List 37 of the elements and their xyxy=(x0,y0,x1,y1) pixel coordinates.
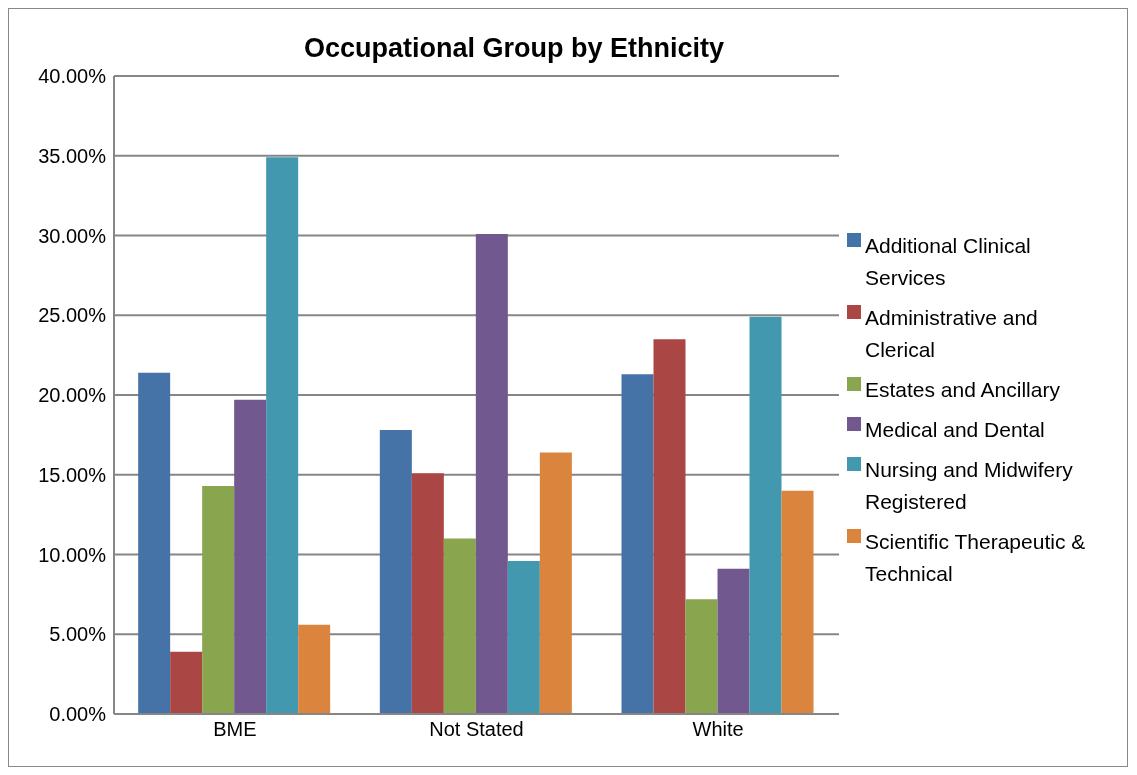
bar xyxy=(621,374,654,714)
bar xyxy=(411,473,444,714)
y-tick-label: 20.00% xyxy=(38,384,107,407)
bar xyxy=(170,651,203,714)
bar xyxy=(475,233,508,714)
bar xyxy=(507,560,540,714)
y-tick-label: 0.00% xyxy=(49,703,107,726)
x-tick-label: White xyxy=(692,718,744,741)
bar xyxy=(138,372,171,714)
y-tick-label: 40.00% xyxy=(38,65,107,88)
x-tick-label: BME xyxy=(213,718,257,741)
legend-label: Administrative and Clerical xyxy=(865,305,1039,363)
bar xyxy=(234,399,267,714)
legend-label: Scientific Therapeutic & Technical xyxy=(865,529,1087,587)
chart-title: Occupational Group by Ethnicity xyxy=(302,33,725,64)
y-tick-label: 15.00% xyxy=(38,463,107,486)
bar xyxy=(749,316,782,714)
bar xyxy=(781,490,814,714)
bar xyxy=(379,430,412,714)
y-tick-label: 5.00% xyxy=(49,623,107,646)
bar xyxy=(653,339,686,714)
bar xyxy=(685,599,718,714)
legend-label: Nursing and Midwifery Registered xyxy=(865,457,1074,515)
y-tick-label: 25.00% xyxy=(38,304,107,327)
y-tick-label: 30.00% xyxy=(38,224,107,247)
bar xyxy=(298,624,331,714)
y-tick-label: 35.00% xyxy=(38,144,107,167)
y-tick-label: 10.00% xyxy=(38,543,107,566)
legend-label: Medical and Dental xyxy=(865,417,1046,443)
bar xyxy=(266,157,299,714)
x-tick-label: Not Stated xyxy=(429,718,524,741)
bar xyxy=(539,452,572,714)
legend-label: Estates and Ancillary xyxy=(865,377,1061,403)
bar xyxy=(202,485,235,714)
bar xyxy=(443,538,476,714)
bar xyxy=(717,568,750,714)
legend-label: Additional Clinical Services xyxy=(865,233,1032,291)
